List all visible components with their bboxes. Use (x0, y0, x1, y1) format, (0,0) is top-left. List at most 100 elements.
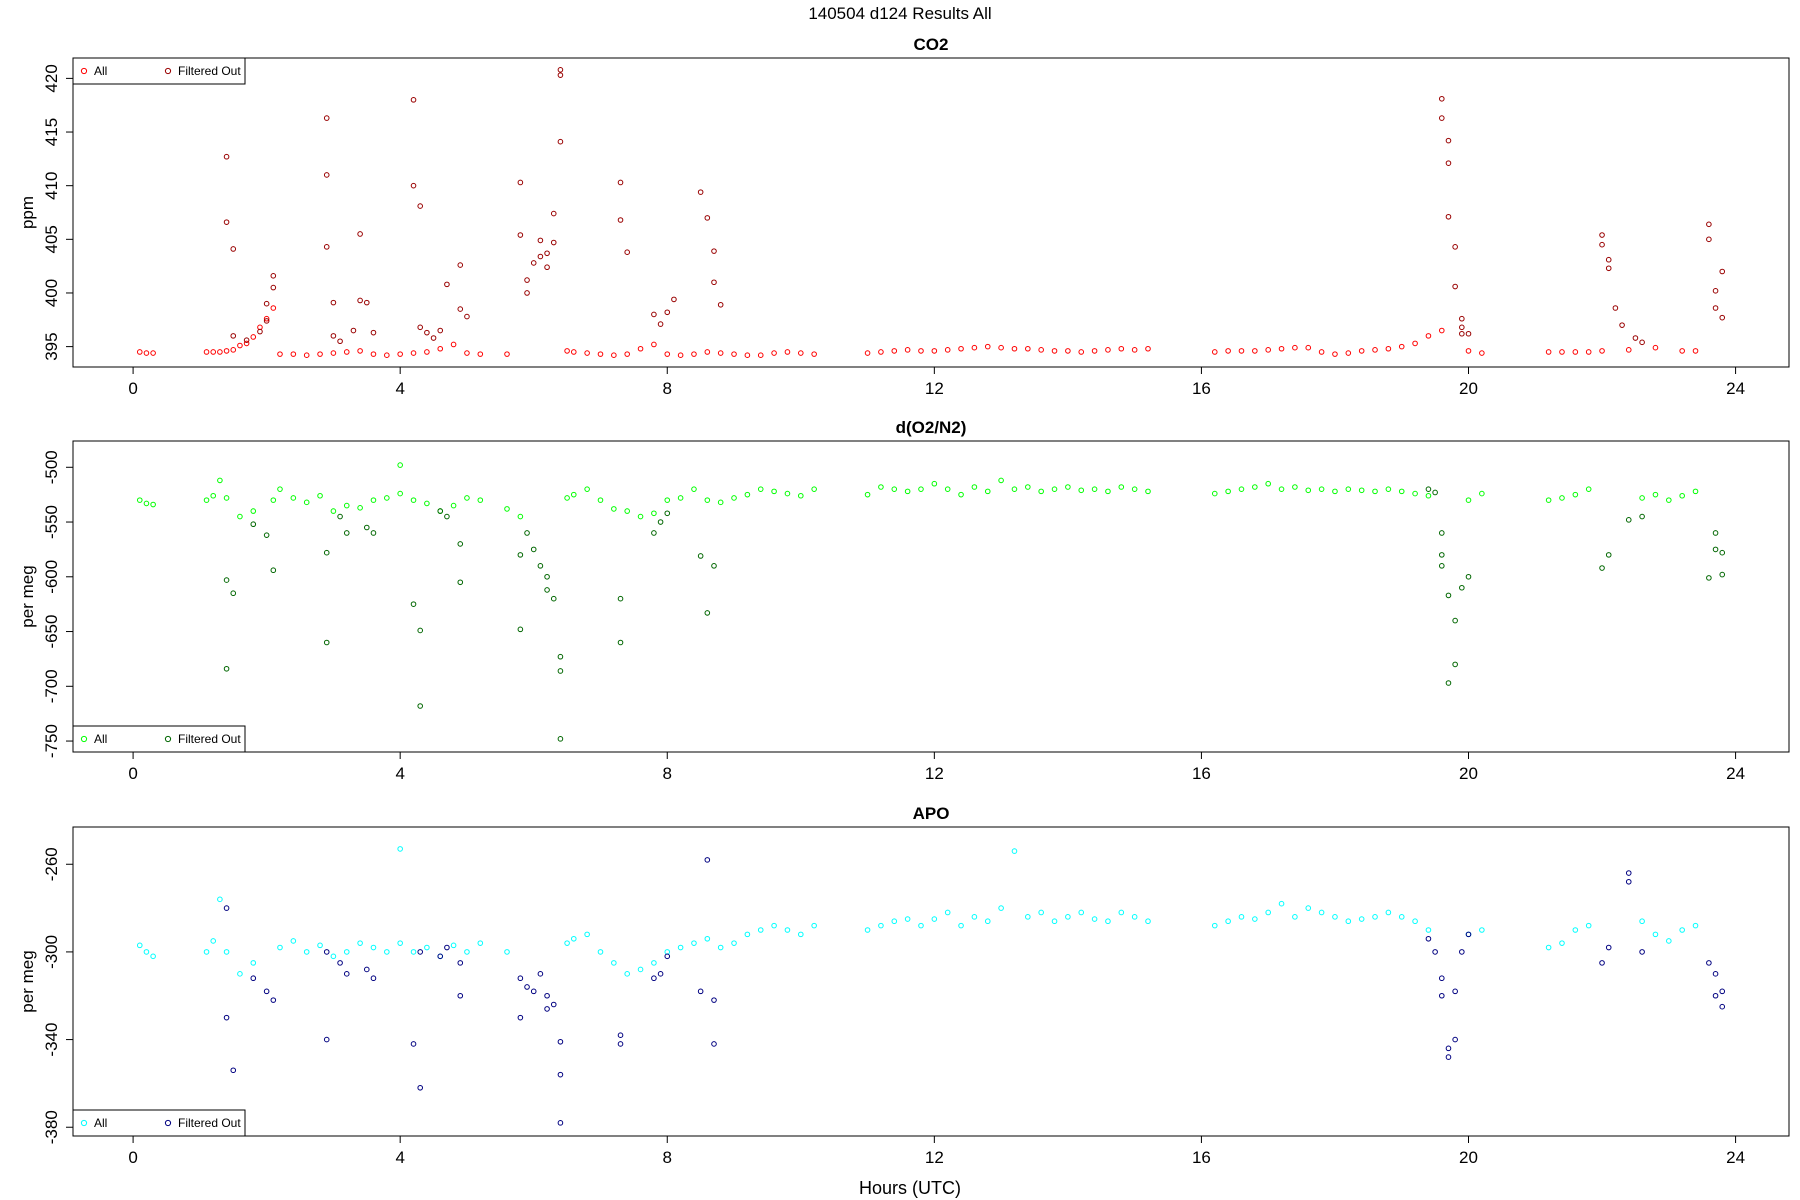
data-point (217, 349, 223, 355)
data-point (1605, 265, 1612, 272)
data-point (457, 579, 464, 586)
data-point (1459, 324, 1465, 331)
data-point (1425, 935, 1432, 942)
data-point (664, 510, 671, 517)
data-point (557, 653, 564, 660)
data-point (250, 975, 257, 982)
data-point (457, 262, 464, 268)
y-tick-label: -650 (42, 615, 61, 649)
data-point (343, 530, 350, 536)
data-point (437, 345, 444, 352)
panel-2: d(O2/N2) 0 4 8 12 16 20 24 -500 -550 -600 -650 -700 -… (18, 418, 1790, 783)
data-point (1412, 918, 1418, 925)
legend-box (72, 1109, 246, 1137)
data-point (1398, 488, 1405, 495)
data-point (357, 348, 363, 354)
data-point (1712, 992, 1719, 999)
data-point (237, 513, 243, 520)
legend-label: All (94, 732, 107, 746)
data-point (323, 115, 330, 121)
data-point (397, 940, 403, 946)
data-point (704, 610, 711, 616)
data-point (918, 348, 924, 354)
data-point (1572, 491, 1579, 498)
data-point (330, 350, 337, 356)
data-point (263, 318, 270, 324)
panel-3: APO 0 4 8 12 16 20 24 -260 -300 -340 -380 per meg All… (18, 804, 1790, 1167)
data-point (1265, 347, 1271, 353)
data-point (250, 334, 257, 340)
data-point (277, 944, 283, 951)
data-point (1459, 330, 1465, 337)
data-point (711, 1041, 717, 1047)
data-point (223, 577, 230, 583)
data-point (1425, 486, 1432, 492)
page-title: 140504 d124 Results All (808, 4, 991, 23)
data-point (1445, 1054, 1452, 1060)
data-point (744, 931, 751, 938)
y-tick-label: 420 (42, 64, 61, 92)
data-point (611, 352, 617, 358)
data-point (223, 219, 230, 225)
data-point (597, 497, 604, 503)
data-point (537, 237, 544, 244)
legend-label: All (94, 1116, 107, 1130)
data-point (417, 703, 424, 709)
data-point (757, 486, 764, 492)
data-point (550, 595, 557, 602)
data-point (1465, 497, 1472, 503)
panel-1: CO2 0 4 8 12 16 20 24 395 400 405 410 415 420 ppm All Fi… (18, 35, 1790, 398)
data-point (343, 971, 350, 977)
data-point (464, 949, 470, 955)
data-point (1572, 349, 1579, 355)
data-point (1358, 348, 1365, 354)
data-point (1238, 914, 1245, 920)
data-point (370, 944, 377, 951)
y-tick-label: -380 (42, 1110, 61, 1144)
data-point (504, 949, 510, 955)
data-point (270, 273, 277, 279)
data-point (203, 949, 210, 955)
data-point (230, 246, 237, 252)
data-point (677, 495, 684, 501)
legend-box (72, 725, 246, 753)
data-point (384, 949, 390, 955)
data-point (637, 345, 644, 352)
data-point (597, 949, 604, 955)
data-point (1131, 347, 1138, 353)
data-point (984, 343, 991, 350)
data-point (250, 508, 257, 514)
x-tick-label: 24 (1726, 379, 1745, 398)
data-point (270, 567, 277, 574)
data-point (1712, 971, 1719, 977)
data-point (704, 935, 711, 942)
data-point (1105, 918, 1111, 925)
data-point (557, 138, 564, 145)
data-point (1719, 1003, 1726, 1010)
data-point (904, 347, 911, 353)
data-point (1425, 927, 1432, 933)
data-point (277, 351, 283, 357)
data-point (998, 905, 1004, 911)
data-point (904, 488, 911, 495)
data-point (691, 351, 697, 357)
data-point (731, 495, 737, 501)
data-point (564, 348, 570, 354)
data-point (1025, 345, 1031, 352)
data-point (744, 352, 751, 358)
data-point (230, 333, 237, 339)
data-point (557, 72, 564, 78)
data-point (1011, 848, 1018, 854)
data-point (1639, 918, 1645, 925)
data-point (1332, 351, 1338, 357)
data-point (1118, 484, 1125, 490)
data-point (1305, 344, 1312, 351)
data-point (1545, 497, 1552, 503)
data-point (864, 350, 871, 356)
x-tick-label: 20 (1459, 1148, 1478, 1167)
data-point (958, 922, 964, 929)
data-point (1318, 486, 1325, 492)
x-tick-label: 0 (128, 379, 137, 398)
data-point (1465, 330, 1472, 337)
data-point (1278, 486, 1285, 492)
